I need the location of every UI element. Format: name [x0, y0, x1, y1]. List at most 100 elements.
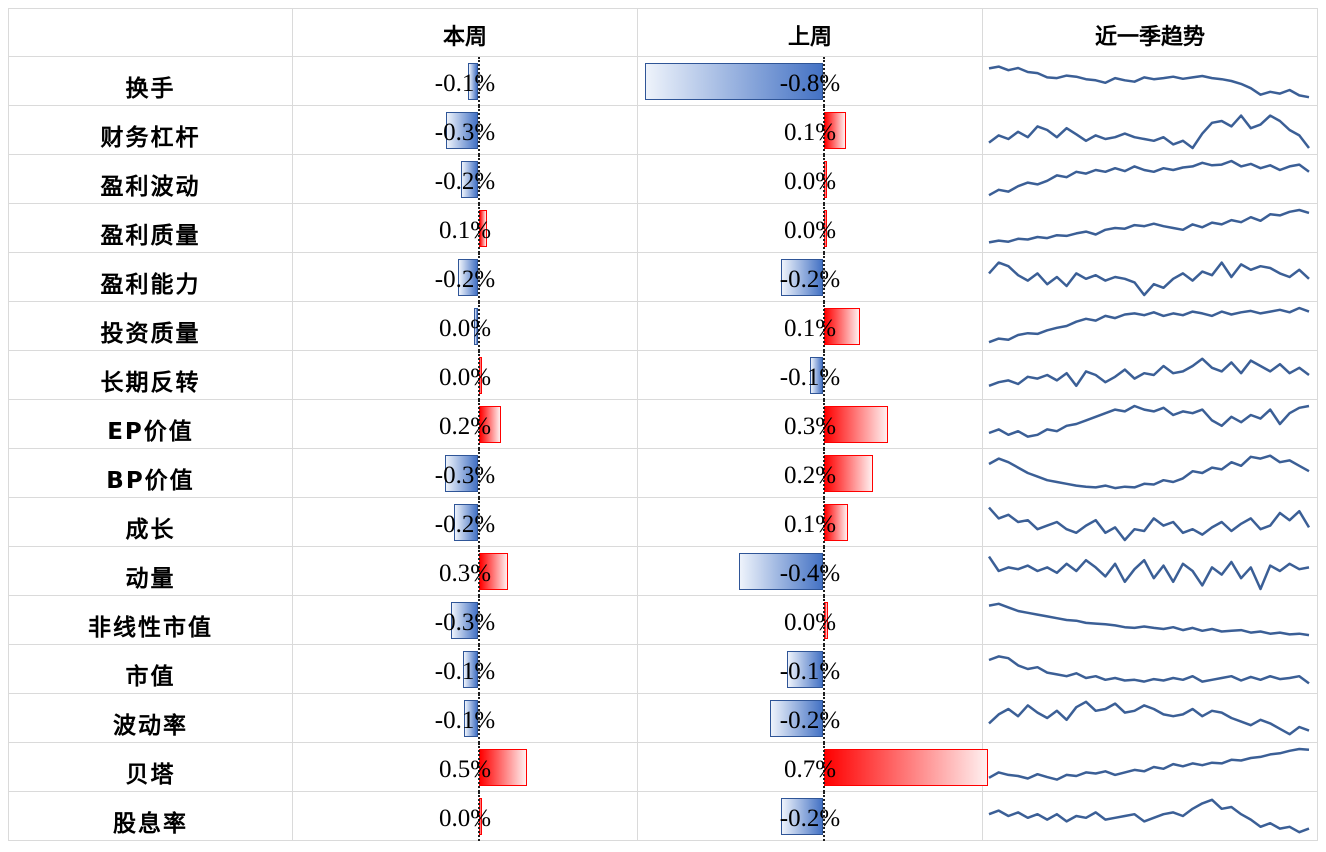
- last-week-value: 0.3%: [783, 413, 837, 440]
- sparkline-series-line: [988, 357, 1310, 388]
- sparkline-series-line: [988, 306, 1310, 344]
- sparkline-series-line: [988, 602, 1310, 637]
- this-week-value: 0.5%: [438, 756, 492, 783]
- factor-name-cell: EP价值: [8, 400, 293, 449]
- sparkline: [988, 506, 1311, 542]
- factor-name-cell: 成长: [8, 498, 293, 547]
- factor-name-cell: 动量: [8, 547, 293, 596]
- factor-name: 波动率: [113, 713, 188, 739]
- this-week-value: -0.3%: [434, 462, 496, 489]
- last-week-value: -0.8%: [779, 70, 841, 97]
- header-last-week-cell: 上周: [638, 8, 983, 57]
- trend-cell: [983, 400, 1318, 449]
- sparkline: [988, 404, 1310, 438]
- this-week-value: 0.0%: [438, 315, 492, 342]
- this-week-value: 0.3%: [438, 560, 492, 587]
- negative-bar: [451, 602, 478, 639]
- factor-name-cell: 非线性市值: [8, 596, 293, 645]
- sparkline: [988, 261, 1310, 297]
- negative-bar: [463, 651, 478, 688]
- zero-axis-line: [823, 351, 825, 400]
- zero-axis-line: [478, 792, 480, 841]
- negative-bar: [769, 700, 823, 737]
- zero-axis-line: [478, 743, 480, 792]
- this-week-cell: 0.2%: [293, 400, 638, 449]
- last-week-value: 0.2%: [783, 462, 837, 489]
- factor-name: BP价值: [106, 468, 195, 494]
- table-row: 波动率 -0.1% -0.2%: [8, 694, 1318, 743]
- header-corner-cell: [8, 8, 293, 57]
- sparkline-series-line: [987, 555, 1310, 591]
- last-week-value: 0.0%: [783, 609, 837, 636]
- this-week-cell: -0.1%: [293, 645, 638, 694]
- factor-name-cell: 换手: [8, 57, 293, 106]
- factor-name: EP价值: [107, 419, 194, 445]
- sparkline: [988, 159, 1310, 197]
- negative-bar: [445, 455, 478, 492]
- table-row: 盈利波动 -0.2% 0.0%: [8, 155, 1318, 204]
- table-row: 投资质量 0.0% 0.1%: [8, 302, 1318, 351]
- factor-name: 盈利波动: [100, 174, 201, 200]
- negative-bar: [464, 700, 478, 737]
- trend-cell: [983, 498, 1318, 547]
- trend-cell: [983, 57, 1318, 106]
- last-week-value: 0.1%: [783, 315, 837, 342]
- factor-name: 股息率: [113, 811, 188, 837]
- last-week-cell: -0.1%: [638, 645, 983, 694]
- table-row: EP价值 0.2% 0.3%: [8, 400, 1318, 449]
- sparkline: [988, 655, 1310, 685]
- zero-axis-line: [823, 204, 825, 253]
- factor-name-cell: 投资质量: [8, 302, 293, 351]
- zero-axis-line: [823, 253, 825, 302]
- this-week-cell: -0.3%: [293, 596, 638, 645]
- zero-axis-line: [478, 645, 480, 694]
- table-row: 财务杠杆 -0.3% 0.1%: [8, 106, 1318, 155]
- trend-cell: [983, 792, 1318, 841]
- zero-axis-line: [478, 155, 480, 204]
- factor-name: 换手: [125, 76, 176, 102]
- zero-axis-line: [478, 351, 480, 400]
- trend-cell: [983, 106, 1318, 155]
- sparkline: [988, 700, 1310, 736]
- zero-axis-line: [478, 400, 480, 449]
- this-week-value: -0.3%: [434, 119, 496, 146]
- last-week-cell: -0.2%: [638, 792, 983, 841]
- sparkline-series-line: [988, 747, 1310, 781]
- trend-cell: [983, 743, 1318, 792]
- zero-axis-line: [823, 155, 825, 204]
- sparkline: [988, 357, 1310, 388]
- zero-axis-line: [478, 302, 480, 351]
- last-week-cell: -0.2%: [638, 694, 983, 743]
- sparkline: [988, 65, 1310, 99]
- zero-axis-line: [478, 547, 480, 596]
- this-week-cell: -0.1%: [293, 57, 638, 106]
- table-row: BP价值 -0.3% 0.2%: [8, 449, 1318, 498]
- sparkline-series-line: [988, 798, 1310, 834]
- zero-axis-line: [823, 400, 825, 449]
- trend-cell: [983, 547, 1318, 596]
- this-week-cell: -0.1%: [293, 694, 638, 743]
- last-week-cell: -0.2%: [638, 253, 983, 302]
- factor-name-cell: 盈利能力: [8, 253, 293, 302]
- zero-axis-line: [823, 449, 825, 498]
- this-week-cell: 0.5%: [293, 743, 638, 792]
- zero-axis-line: [823, 547, 825, 596]
- sparkline-series-line: [988, 506, 1311, 542]
- negative-bar: [780, 798, 823, 835]
- negative-bar: [454, 504, 478, 541]
- sparkline-series-line: [988, 454, 1310, 490]
- last-week-value: 0.1%: [783, 511, 837, 538]
- factor-name: 动量: [125, 566, 176, 592]
- trend-cell: [983, 204, 1318, 253]
- factor-name: 非线性市值: [88, 615, 213, 641]
- trend-cell: [983, 694, 1318, 743]
- trend-cell: [983, 449, 1318, 498]
- trend-cell: [983, 155, 1318, 204]
- this-week-value: 0.2%: [438, 413, 492, 440]
- last-week-value: -0.1%: [779, 658, 841, 685]
- sparkline-series-line: [988, 114, 1310, 150]
- table-row: 盈利能力 -0.2% -0.2%: [8, 253, 1318, 302]
- sparkline-series-line: [988, 208, 1310, 244]
- zero-axis-line: [478, 449, 480, 498]
- last-week-cell: 0.3%: [638, 400, 983, 449]
